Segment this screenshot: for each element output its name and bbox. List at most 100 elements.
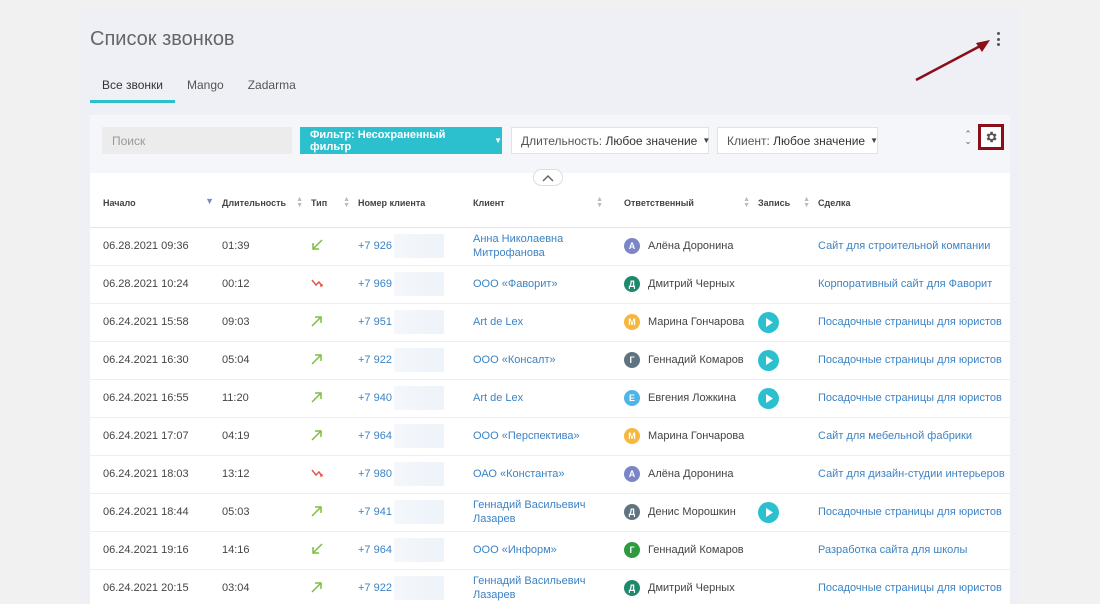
deal-link[interactable]: Посадочные страницы для юристов [818,379,1010,418]
client-link[interactable]: ОАО «Константа» [471,455,611,494]
play-icon[interactable] [758,349,779,371]
table-row[interactable]: 06.24.2021 20:15 03:04 +7 922 Геннадий В… [90,569,1010,604]
tab-mango[interactable]: Mango [187,78,224,92]
phone-link[interactable]: +7 964 [358,429,392,442]
duration-value: Любое значение [605,133,698,148]
search-input[interactable] [102,127,292,154]
phone-link[interactable]: +7 922 [358,581,392,594]
arrow-up-right-icon [311,429,323,444]
table-row[interactable]: 06.24.2021 15:58 09:03 +7 951 Art de Lex… [90,303,1010,342]
deal-link[interactable]: Посадочные страницы для юристов [818,569,1010,604]
phone-cell[interactable]: +7 922 [358,569,471,604]
column-header[interactable]: Клиент ▲ ▼ [471,179,611,228]
column-header[interactable]: Длительность ▲ ▼ [222,179,311,228]
client-link[interactable]: ООО «Консалт» [471,341,611,380]
filter-button[interactable]: Фильтр: Несохраненный фильтр ▼ [300,127,502,154]
deal-link[interactable]: Посадочные страницы для юристов [818,303,1010,342]
avatar: М [624,314,640,330]
table-row[interactable]: 06.24.2021 16:55 11:20 +7 940 Art de Lex… [90,379,1010,418]
caret-down-icon: ▼ [702,136,711,145]
phone-cell[interactable]: +7 964 [358,417,471,456]
phone-link[interactable]: +7 922 [358,353,392,366]
start-cell: 06.24.2021 20:15 [90,569,222,604]
deal-link[interactable]: Сайт для строительной компании [818,227,1010,266]
client-link[interactable]: ООО «Перспектива» [471,417,611,456]
deal-link[interactable]: Корпоративный сайт для Фаворит [818,265,1010,304]
table-row[interactable]: 06.28.2021 10:24 00:12 +7 969 ООО «Фавор… [90,265,1010,304]
phone-cell[interactable]: +7 922 [358,341,471,380]
deal-link[interactable]: Сайт для дизайн-студии интерьеров [818,455,1010,494]
type-cell [311,303,358,342]
column-header[interactable]: Сделка [818,179,1010,228]
collapse-expand-icon[interactable]: ⌃ ⌄ [964,129,972,146]
client-link[interactable]: Геннадий Васильевич Лазарев [471,569,611,604]
arrow-up-right-icon [311,353,323,368]
duration-cell: 09:03 [222,303,311,342]
phone-link[interactable]: +7 951 [358,315,392,328]
column-header[interactable]: Номер клиента [358,179,471,228]
responsible-name: Марина Гончарова [648,315,745,328]
type-cell [311,227,358,266]
client-link[interactable]: ООО «Фаворит» [471,265,611,304]
responsible-cell: Д Дмитрий Черных [611,265,758,304]
phone-link[interactable]: +7 926 [358,239,392,252]
client-link[interactable]: ООО «Информ» [471,531,611,570]
table-row[interactable]: 06.24.2021 18:44 05:03 +7 941 Геннадий В… [90,493,1010,532]
calls-panel: Список звонков Все звонки Mango Zadarma … [80,10,1020,604]
duration-cell: 11:20 [222,379,311,418]
avatar: Е [624,390,640,406]
client-link[interactable]: Геннадий Васильевич Лазарев [471,493,611,532]
missed-call-icon [311,277,323,292]
tab-all-calls[interactable]: Все звонки [90,72,176,103]
deal-link[interactable]: Сайт для мебельной фабрики [818,417,1010,456]
toolbar: Фильтр: Несохраненный фильтр ▼ Длительно… [90,115,1010,173]
client-dropdown[interactable]: Клиент: Любое значение ▼ [717,127,878,154]
settings-button[interactable] [978,124,1004,150]
phone-cell[interactable]: +7 951 [358,303,471,342]
start-cell: 06.24.2021 18:44 [90,493,222,532]
kebab-menu-icon[interactable] [992,30,1004,48]
phone-link[interactable]: +7 969 [358,277,392,290]
phone-cell[interactable]: +7 940 [358,379,471,418]
table-row[interactable]: 06.24.2021 17:07 04:19 +7 964 ООО «Персп… [90,417,1010,456]
phone-link[interactable]: +7 964 [358,543,392,556]
phone-blur [393,462,444,486]
phone-cell[interactable]: +7 941 [358,493,471,532]
column-header[interactable]: Ответственный ▲ ▼ [611,179,758,228]
phone-cell[interactable]: +7 926 [358,227,471,266]
phone-link[interactable]: +7 941 [358,505,392,518]
deal-link[interactable]: Разработка сайта для школы [818,531,1010,570]
chevron-up-icon [542,174,554,182]
play-icon[interactable] [758,387,779,409]
phone-link[interactable]: +7 940 [358,391,392,404]
phone-cell[interactable]: +7 969 [358,265,471,304]
arrow-up-right-icon [311,581,323,596]
phone-blur [393,500,444,524]
table-row[interactable]: 06.24.2021 18:03 13:12 +7 980 ОАО «Конст… [90,455,1010,494]
duration-dropdown[interactable]: Длительность: Любое значение ▼ [511,127,711,154]
tab-zadarma[interactable]: Zadarma [247,78,296,92]
client-link[interactable]: Анна Николаевна Митрофанова [471,227,611,266]
phone-cell[interactable]: +7 980 [358,455,471,494]
type-cell [311,341,358,380]
client-link[interactable]: Art de Lex [471,379,611,418]
table-row[interactable]: 06.24.2021 16:30 05:04 +7 922 ООО «Конса… [90,341,1010,380]
duration-cell: 05:04 [222,341,311,380]
avatar: Г [624,542,640,558]
client-link[interactable]: Art de Lex [471,303,611,342]
table-body: 06.28.2021 09:36 01:39 +7 926 Анна Никол… [90,227,1010,604]
phone-link[interactable]: +7 980 [358,467,392,480]
table-row[interactable]: 06.28.2021 09:36 01:39 +7 926 Анна Никол… [90,227,1010,266]
column-header[interactable]: Запись ▲ ▼ [758,179,818,228]
play-icon[interactable] [758,311,779,333]
column-header[interactable]: Начало ▼ [90,179,222,228]
calls-table: Начало ▼ Длительность ▲ ▼ Тип ▲ ▼ Номер клиен… [90,179,1010,604]
start-cell: 06.24.2021 16:30 [90,341,222,380]
type-cell [311,569,358,604]
column-header[interactable]: Тип ▲ ▼ [311,179,358,228]
table-row[interactable]: 06.24.2021 19:16 14:16 +7 964 ООО «Инфор… [90,531,1010,570]
phone-cell[interactable]: +7 964 [358,531,471,570]
play-icon[interactable] [758,501,779,523]
deal-link[interactable]: Посадочные страницы для юристов [818,341,1010,380]
deal-link[interactable]: Посадочные страницы для юристов [818,493,1010,532]
